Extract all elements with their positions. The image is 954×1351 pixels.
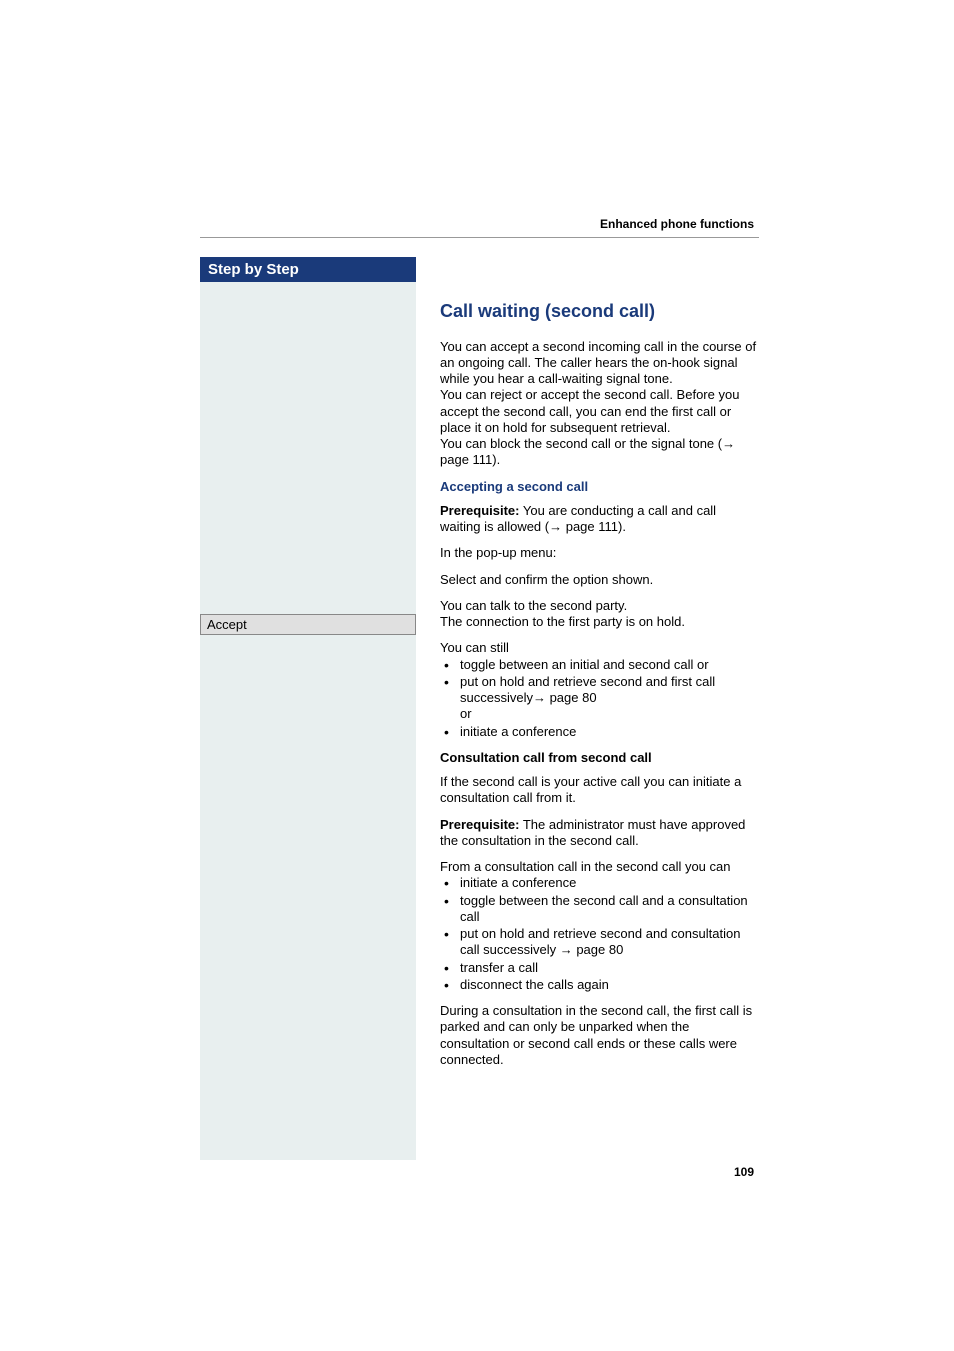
arrow-icon: → bbox=[722, 436, 735, 451]
list-item: initiate a conference bbox=[440, 875, 760, 891]
bullet-text-b: page 80 bbox=[573, 942, 624, 957]
arrow-icon: → bbox=[560, 942, 573, 957]
arrow-icon: → bbox=[549, 519, 562, 534]
intro-text-2: You can reject or accept the second call… bbox=[440, 387, 739, 435]
accept-option-box: Accept bbox=[200, 614, 416, 635]
sidebar-header: Step by Step bbox=[200, 257, 416, 282]
list-item: toggle between the second call and a con… bbox=[440, 893, 760, 926]
page-number: 109 bbox=[734, 1165, 754, 1179]
list-item: transfer a call bbox=[440, 960, 760, 976]
select-text: Select and confirm the option shown. bbox=[440, 572, 760, 588]
accepting-header: Accepting a second call bbox=[440, 479, 760, 495]
list-item: initiate a conference bbox=[440, 724, 760, 740]
consultation-header: Consultation call from second call bbox=[440, 750, 760, 766]
main-content: Call waiting (second call) You can accep… bbox=[440, 300, 760, 1078]
list-item: toggle between an initial and second cal… bbox=[440, 657, 760, 673]
page-title: Call waiting (second call) bbox=[440, 300, 760, 323]
list-item: put on hold and retrieve second and firs… bbox=[440, 674, 760, 723]
list-item: disconnect the calls again bbox=[440, 977, 760, 993]
prereq-label: Prerequisite: bbox=[440, 817, 519, 832]
from-consult-text: From a consultation call in the second c… bbox=[440, 859, 760, 875]
intro-paragraph: You can accept a second incoming call in… bbox=[440, 339, 760, 469]
arrow-icon: → bbox=[533, 690, 546, 705]
during-paragraph: During a consultation in the second call… bbox=[440, 1003, 760, 1068]
prereq-label: Prerequisite: bbox=[440, 503, 519, 518]
list-item: put on hold and retrieve second and cons… bbox=[440, 926, 760, 959]
popup-text: In the pop-up menu: bbox=[440, 545, 760, 561]
you-can-still: You can still bbox=[440, 640, 760, 656]
prerequisite-2: Prerequisite: The administrator must hav… bbox=[440, 817, 760, 850]
bullet-text-b: page 80 bbox=[546, 690, 597, 705]
consult-paragraph: If the second call is your active call y… bbox=[440, 774, 760, 807]
bullet-text-c: or bbox=[460, 706, 472, 721]
intro-text-1: You can accept a second incoming call in… bbox=[440, 339, 756, 387]
intro-text-3a: You can block the second call or the sig… bbox=[440, 436, 722, 451]
intro-text-3b: page 111). bbox=[440, 452, 500, 467]
prerequisite-1: Prerequisite: You are conducting a call … bbox=[440, 503, 760, 536]
bullet-list-1: toggle between an initial and second cal… bbox=[440, 657, 760, 740]
talk-line-2: The connection to the first party is on … bbox=[440, 614, 685, 629]
prereq-text-b: page 111). bbox=[562, 519, 626, 534]
bullet-list-2: initiate a conference toggle between the… bbox=[440, 875, 760, 993]
header-divider bbox=[200, 237, 759, 238]
talk-paragraph: You can talk to the second party. The co… bbox=[440, 598, 760, 631]
sidebar: Step by Step bbox=[200, 257, 416, 1160]
chapter-label: Enhanced phone functions bbox=[600, 217, 754, 231]
talk-line-1: You can talk to the second party. bbox=[440, 598, 627, 613]
